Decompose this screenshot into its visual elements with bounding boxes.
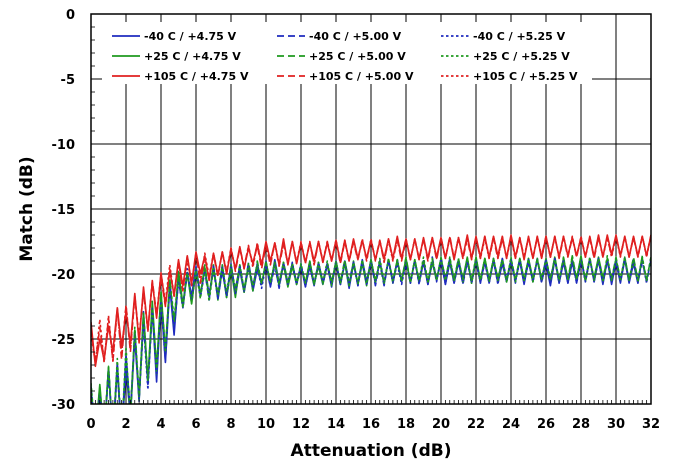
x-tick-label: 0: [86, 417, 95, 432]
legend-label: +25 C / +5.00 V: [309, 50, 406, 63]
x-tick-label: 16: [362, 417, 380, 432]
x-tick-label: 30: [607, 417, 625, 432]
legend-label: +105 C / +5.25 V: [473, 70, 578, 83]
legend-label: +25 C / +4.75 V: [144, 50, 241, 63]
legend-label: +25 C / +5.25 V: [473, 50, 570, 63]
legend-label: -40 C / +4.75 V: [144, 30, 237, 43]
minor-ticks: [90, 13, 652, 405]
series-line-7: [91, 256, 651, 404]
x-tick-label: 22: [467, 417, 485, 432]
x-tick-label: 20: [432, 417, 450, 432]
series-line-8: [91, 255, 651, 404]
y-tick-label: -15: [52, 203, 76, 218]
x-tick-label: 4: [156, 417, 165, 432]
x-tick-label: 14: [327, 417, 345, 432]
x-tick-label: 8: [226, 417, 235, 432]
x-tick-label: 2: [121, 417, 130, 432]
y-tick-label: -25: [52, 333, 76, 348]
x-tick-label: 6: [191, 417, 200, 432]
y-axis-label: Match (dB): [17, 156, 37, 261]
y-tick-label: -5: [61, 73, 75, 88]
x-tick-label: 24: [502, 417, 520, 432]
legend-label: +105 C / +5.00 V: [309, 70, 414, 83]
x-tick-label: 28: [572, 417, 590, 432]
y-tick-label: -10: [52, 138, 76, 153]
x-tick-label: 10: [257, 417, 275, 432]
series-layer: [91, 234, 651, 404]
x-tick-label: 26: [537, 417, 555, 432]
legend-label: +105 C / +4.75 V: [144, 70, 249, 83]
legend-box: [102, 22, 592, 84]
x-tick-labels: 0 2 4 6 8 10 12 14 16 18 20 22 24 26 28 30 32: [86, 417, 660, 432]
legend-label: -40 C / +5.25 V: [473, 30, 566, 43]
y-tick-label: 0: [66, 8, 75, 23]
y-tick-labels: 0 -5 -10 -15 -20 -25 -30: [52, 8, 76, 413]
legend: -40 C / +4.75 V +25 C / +4.75 V +105 C / +…: [112, 30, 578, 83]
x-tick-label: 12: [292, 417, 310, 432]
x-axis-label: Attenuation (dB): [291, 441, 452, 461]
x-tick-label: 32: [642, 417, 660, 432]
x-tick-label: 18: [397, 417, 415, 432]
y-tick-label: -20: [52, 268, 76, 283]
y-tick-label: -30: [52, 398, 76, 413]
legend-label: -40 C / +5.00 V: [309, 30, 402, 43]
